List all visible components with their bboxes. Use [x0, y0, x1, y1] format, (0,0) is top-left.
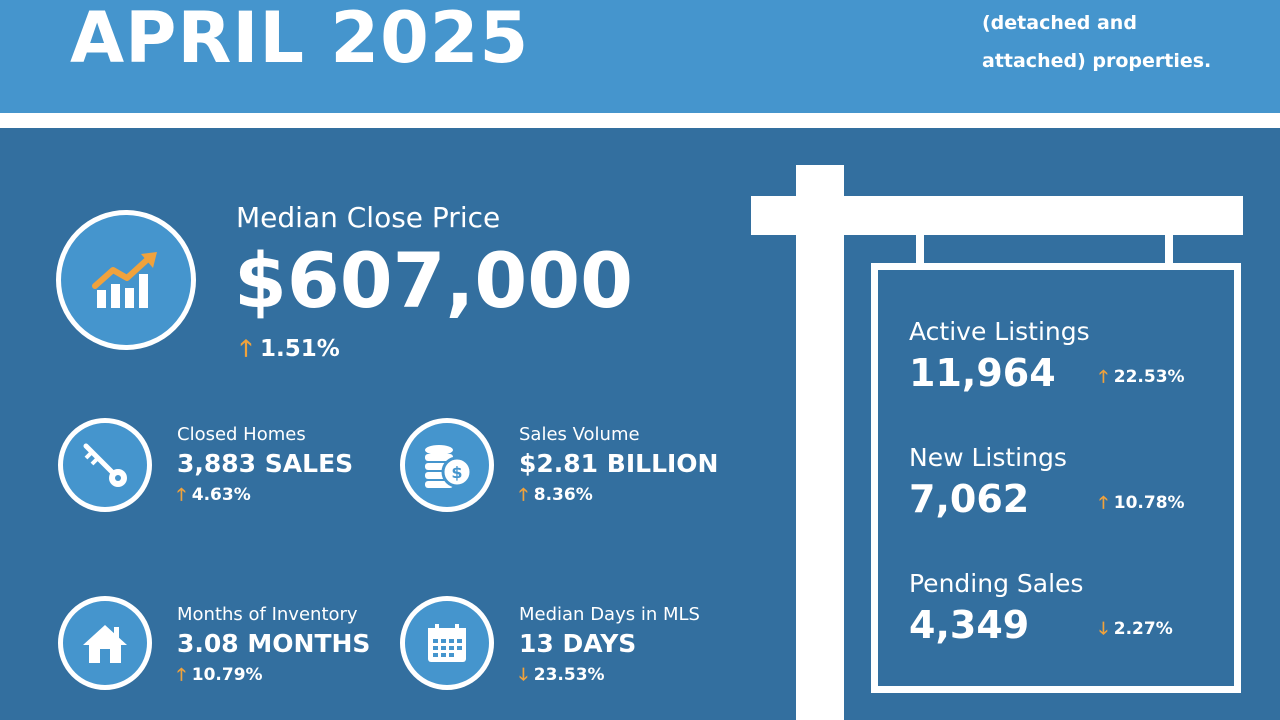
- sales-volume-value: $2.81 BILLION: [519, 449, 719, 478]
- months-inventory-stat: Months of Inventory 3.08 MONTHS 🡑 10.79%: [177, 603, 370, 689]
- closed-homes-label: Closed Homes: [177, 424, 306, 445]
- active-listings-change-value: 22.53%: [1113, 367, 1185, 387]
- median-close-price-change-value: 1.51%: [259, 336, 340, 362]
- pending-sales-change-value: 2.27%: [1113, 619, 1173, 639]
- svg-text:$: $: [451, 463, 462, 482]
- up-arrow-icon: 🡑: [177, 665, 186, 685]
- report-title: APRIL 2025: [70, 0, 530, 79]
- sales-volume-change: 🡑 8.36%: [519, 481, 718, 509]
- closed-homes-value: 3,883 SALES: [177, 449, 354, 478]
- active-listings-stat: Active Listings 11,964 🡑 22.53%: [909, 316, 1219, 398]
- up-arrow-icon: 🡑: [1099, 367, 1108, 387]
- pending-sales-change: 🡓 2.27%: [1099, 616, 1173, 645]
- median-days-change-value: 23.53%: [533, 665, 605, 685]
- closed-homes-stat: Closed Homes 3,883 SALES 🡑 4.63%: [177, 423, 353, 509]
- growth-chart-icon: [56, 210, 196, 350]
- active-listings-label: Active Listings: [909, 317, 1090, 346]
- header-divider: [0, 113, 1280, 128]
- coins-icon: $: [400, 418, 494, 512]
- median-days-change: 🡓 23.53%: [519, 661, 700, 689]
- down-arrow-icon: 🡓: [519, 665, 528, 685]
- sign-chain-right: [1165, 235, 1173, 263]
- sign-post: [796, 165, 844, 720]
- new-listings-change: 🡑 10.78%: [1099, 490, 1185, 519]
- new-listings-value: 7,062: [909, 477, 1030, 521]
- up-arrow-icon: 🡑: [519, 485, 528, 505]
- pending-sales-value: 4,349: [909, 603, 1030, 647]
- sign-board: [871, 263, 1241, 693]
- median-days-label: Median Days in MLS: [519, 604, 700, 625]
- header-note-line-2: attached) properties.: [982, 50, 1212, 72]
- new-listings-change-value: 10.78%: [1113, 493, 1185, 513]
- sign-arm: [751, 196, 1243, 235]
- down-arrow-icon: 🡓: [1099, 619, 1108, 639]
- sign-chain-left: [916, 235, 924, 263]
- up-arrow-icon: 🡑: [177, 485, 186, 505]
- house-icon: [58, 596, 152, 690]
- median-days-stat: Median Days in MLS 13 DAYS 🡓 23.53%: [519, 603, 700, 689]
- sales-volume-change-value: 8.36%: [533, 485, 593, 505]
- new-listings-label: New Listings: [909, 443, 1067, 472]
- closed-homes-change-value: 4.63%: [191, 485, 251, 505]
- new-listings-stat: New Listings 7,062 🡑 10.78%: [909, 442, 1219, 524]
- up-arrow-icon: 🡑: [240, 336, 252, 362]
- median-days-value: 13 DAYS: [519, 629, 637, 658]
- sales-volume-stat: Sales Volume $2.81 BILLION 🡑 8.36%: [519, 423, 718, 509]
- months-inventory-change-value: 10.79%: [191, 665, 263, 685]
- pending-sales-stat: Pending Sales 4,349 🡓 2.27%: [909, 568, 1219, 650]
- sales-volume-label: Sales Volume: [519, 424, 640, 445]
- months-inventory-change: 🡑 10.79%: [177, 661, 370, 689]
- median-close-price-value: $607,000: [234, 236, 634, 325]
- months-inventory-label: Months of Inventory: [177, 604, 358, 625]
- active-listings-change: 🡑 22.53%: [1099, 364, 1185, 393]
- key-icon: [58, 418, 152, 512]
- median-close-price-change: 🡑 1.51%: [240, 334, 340, 364]
- closed-homes-change: 🡑 4.63%: [177, 481, 353, 509]
- active-listings-value: 11,964: [909, 351, 1056, 395]
- months-inventory-value: 3.08 MONTHS: [177, 629, 371, 658]
- header-note: (detached and attached) properties.: [982, 4, 1272, 80]
- up-arrow-icon: 🡑: [1099, 493, 1108, 513]
- calendar-icon: [400, 596, 494, 690]
- header-note-line-1: (detached and: [982, 12, 1137, 34]
- header-banner: APRIL 2025 (detached and attached) prope…: [0, 0, 1280, 113]
- pending-sales-label: Pending Sales: [909, 569, 1084, 598]
- median-close-price-label: Median Close Price: [236, 201, 501, 234]
